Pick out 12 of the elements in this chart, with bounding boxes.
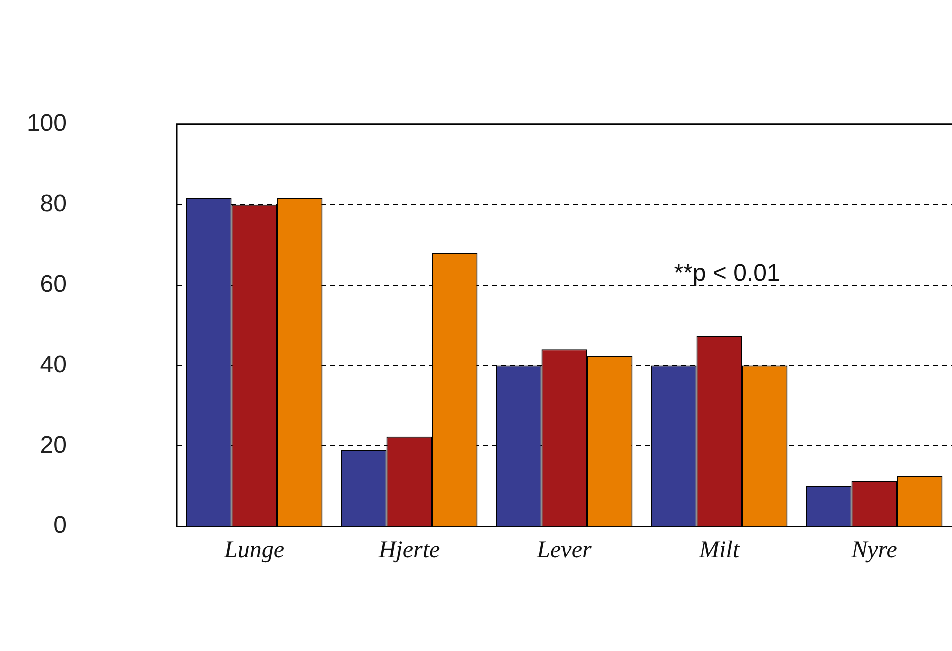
x-tick-label: Lever: [536, 537, 592, 564]
y-tick-label: 40: [40, 351, 67, 378]
x-tick-label: Milt: [698, 537, 741, 564]
x-tick-label: Lunge: [224, 537, 285, 564]
y-tick-label: 80: [40, 190, 67, 218]
annotation: **p < 0.01: [674, 260, 780, 288]
y-tick-label: 60: [40, 270, 67, 298]
x-tick-label: Hjerte: [378, 537, 441, 564]
y-tick-label: 100: [26, 110, 67, 138]
y-tick-label: 0: [54, 512, 67, 540]
y-tick-label: 20: [40, 432, 67, 459]
x-tick-label: Nyre: [850, 537, 898, 564]
